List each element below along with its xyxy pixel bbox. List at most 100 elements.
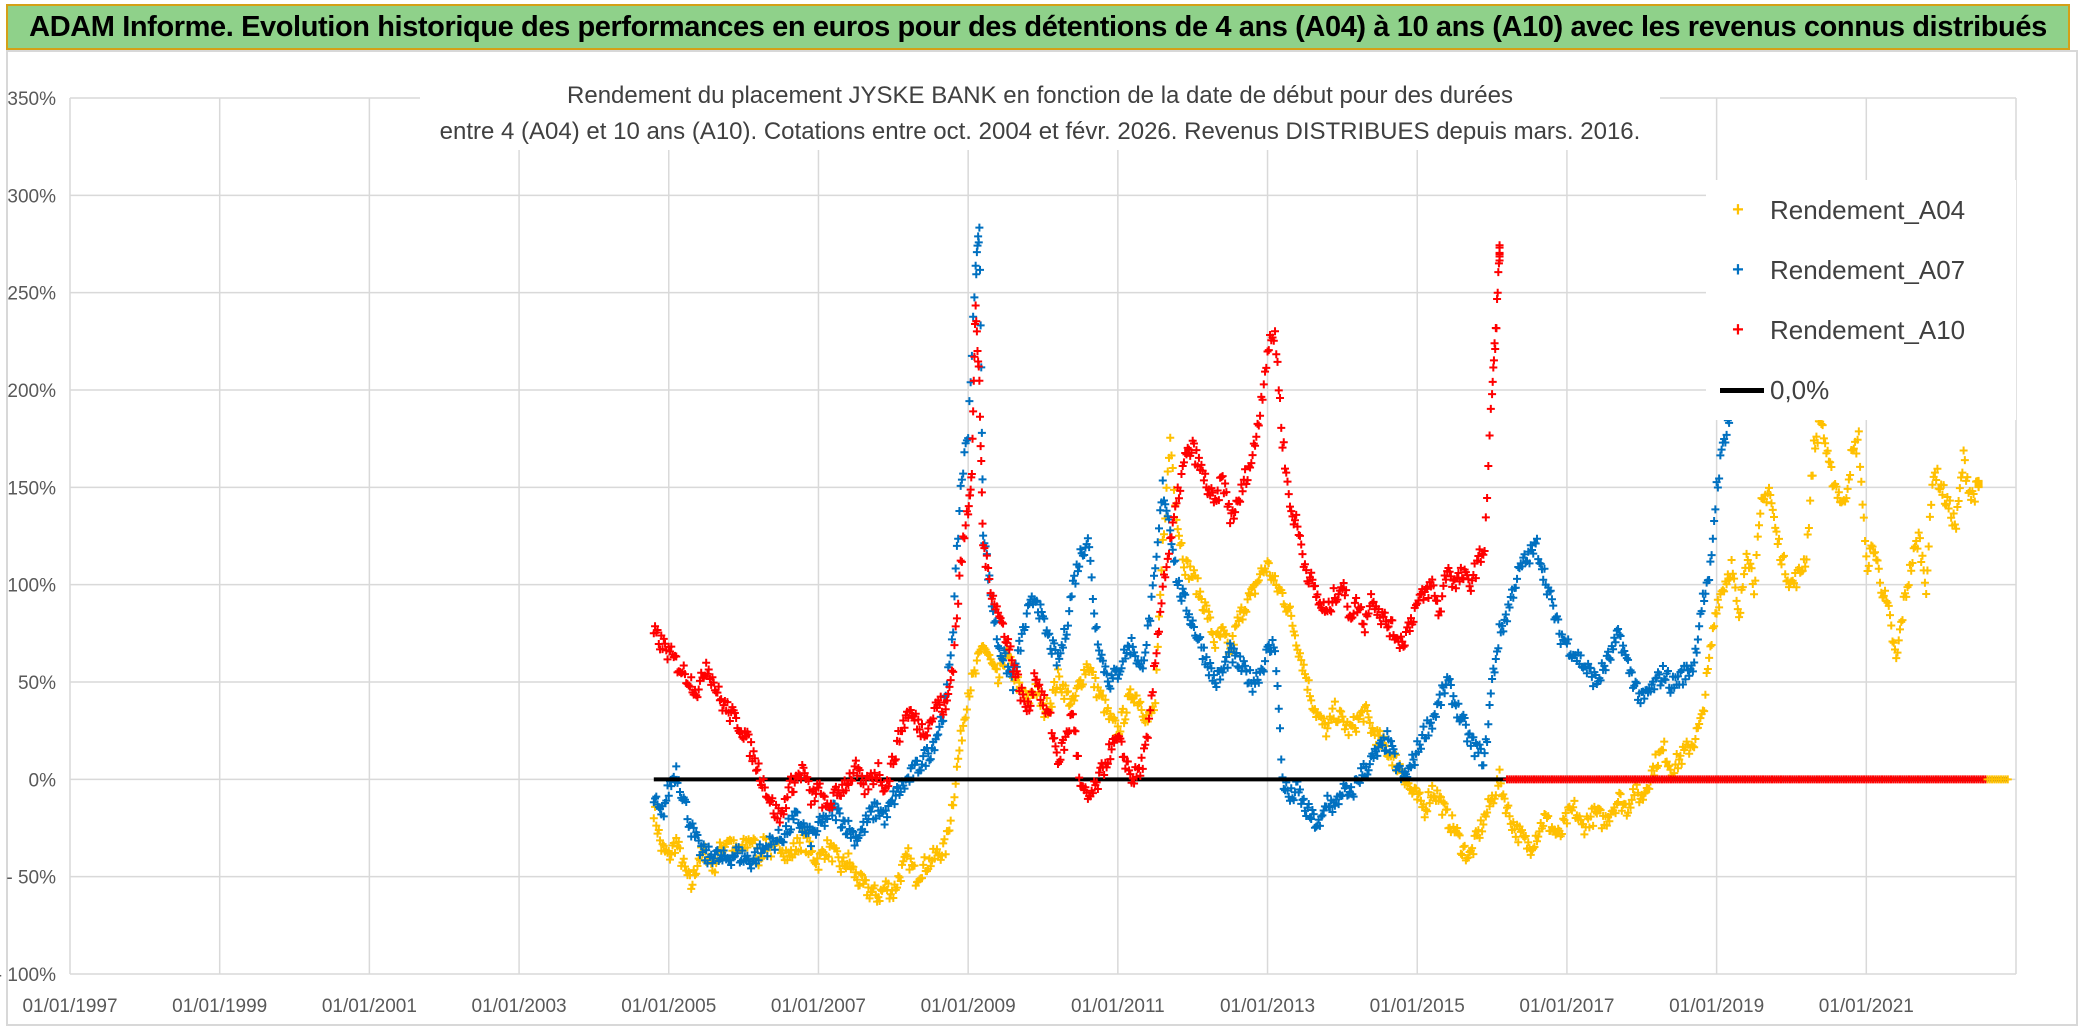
- data-point: [1128, 642, 1137, 651]
- data-point: [1222, 629, 1231, 638]
- data-point: [1118, 704, 1127, 713]
- x-tick-label: 01/01/2015: [1370, 996, 1465, 1017]
- data-point: [1188, 616, 1197, 625]
- data-point: [1229, 644, 1238, 653]
- data-point: [1624, 808, 1633, 817]
- data-point: [952, 762, 961, 771]
- data-point: [1377, 620, 1386, 629]
- data-point: [1476, 816, 1485, 825]
- data-point: [753, 765, 762, 774]
- data-point: [679, 661, 688, 670]
- legend-label-zero: 0,0%: [1770, 374, 1830, 405]
- data-point: [1928, 480, 1937, 489]
- data-point: [1040, 691, 1049, 700]
- data-point: [1454, 568, 1463, 577]
- data-point: [1264, 346, 1273, 355]
- data-point: [985, 650, 994, 659]
- data-point: [1242, 480, 1251, 489]
- data-point: [1426, 718, 1435, 727]
- data-point: [1503, 617, 1512, 626]
- data-point: [934, 730, 943, 739]
- data-point: [1688, 667, 1697, 676]
- data-point: [798, 827, 807, 836]
- data-point: [1098, 691, 1107, 700]
- data-point: [960, 448, 969, 457]
- data-point: [1485, 701, 1494, 710]
- data-point: [1441, 575, 1450, 584]
- data-point: [1357, 708, 1366, 717]
- data-point: [1606, 655, 1615, 664]
- data-point: [1460, 841, 1469, 850]
- data-point: [1148, 581, 1157, 590]
- data-point: [1106, 755, 1115, 764]
- data-point: [1211, 679, 1220, 688]
- data-point: [1189, 439, 1198, 448]
- data-point: [869, 780, 878, 789]
- data-point: [1751, 576, 1760, 585]
- data-point: [1193, 574, 1202, 583]
- data-point: [1297, 540, 1306, 549]
- data-point: [1239, 657, 1248, 666]
- data-point: [1458, 850, 1467, 859]
- data-point: [1529, 549, 1538, 558]
- data-point: [1046, 708, 1055, 717]
- data-point: [1251, 589, 1260, 598]
- data-point: [826, 799, 835, 808]
- data-point: [1509, 593, 1518, 602]
- data-point: [1897, 617, 1906, 626]
- data-point: [1234, 496, 1243, 505]
- data-point: [775, 818, 784, 827]
- data-point: [1938, 490, 1947, 499]
- x-tick-label: 01/01/1997: [22, 996, 117, 1017]
- data-point: [889, 894, 898, 903]
- data-point: [893, 782, 902, 791]
- data-point: [1446, 680, 1455, 689]
- data-point: [1056, 649, 1065, 658]
- data-point: [1166, 526, 1175, 535]
- data-point: [1137, 706, 1146, 715]
- data-point: [1120, 752, 1129, 761]
- data-point: [1105, 740, 1114, 749]
- data-point: [1323, 791, 1332, 800]
- data-point: [824, 852, 833, 861]
- data-point: [659, 634, 668, 643]
- data-point: [1564, 635, 1573, 644]
- data-point: [1337, 707, 1346, 716]
- data-point: [1349, 792, 1358, 801]
- data-point: [1334, 800, 1343, 809]
- data-point: [971, 669, 980, 678]
- data-point: [1715, 603, 1724, 612]
- data-point: [883, 813, 892, 822]
- data-point: [861, 876, 870, 885]
- data-point: [1859, 513, 1868, 522]
- data-point: [760, 783, 769, 792]
- data-point: [1695, 622, 1704, 631]
- data-point: [915, 725, 924, 734]
- data-point: [1086, 663, 1095, 672]
- data-point: [1147, 592, 1156, 601]
- data-point: [1495, 765, 1504, 774]
- data-point: [1589, 821, 1598, 830]
- data-point: [1629, 785, 1638, 794]
- data-point: [1710, 622, 1719, 631]
- series-rendement_a07: [649, 182, 1744, 873]
- data-point: [1720, 587, 1729, 596]
- data-point: [749, 854, 758, 863]
- data-point: [1953, 502, 1962, 511]
- data-point: [979, 531, 988, 540]
- data-point: [709, 678, 718, 687]
- data-point: [1863, 566, 1872, 575]
- data-point: [1238, 615, 1247, 624]
- data-point: [1051, 742, 1060, 751]
- data-point: [1196, 587, 1205, 596]
- data-point: [1425, 799, 1434, 808]
- data-point: [1431, 712, 1440, 721]
- data-point: [969, 407, 978, 416]
- data-point: [1708, 534, 1717, 543]
- data-point: [1494, 644, 1503, 653]
- data-point: [1677, 759, 1686, 768]
- data-point: [1813, 438, 1822, 447]
- data-point: [1138, 764, 1147, 773]
- data-point: [1279, 438, 1288, 447]
- chart-title-line1: Rendement du placement JYSKE BANK en fon…: [567, 82, 1513, 109]
